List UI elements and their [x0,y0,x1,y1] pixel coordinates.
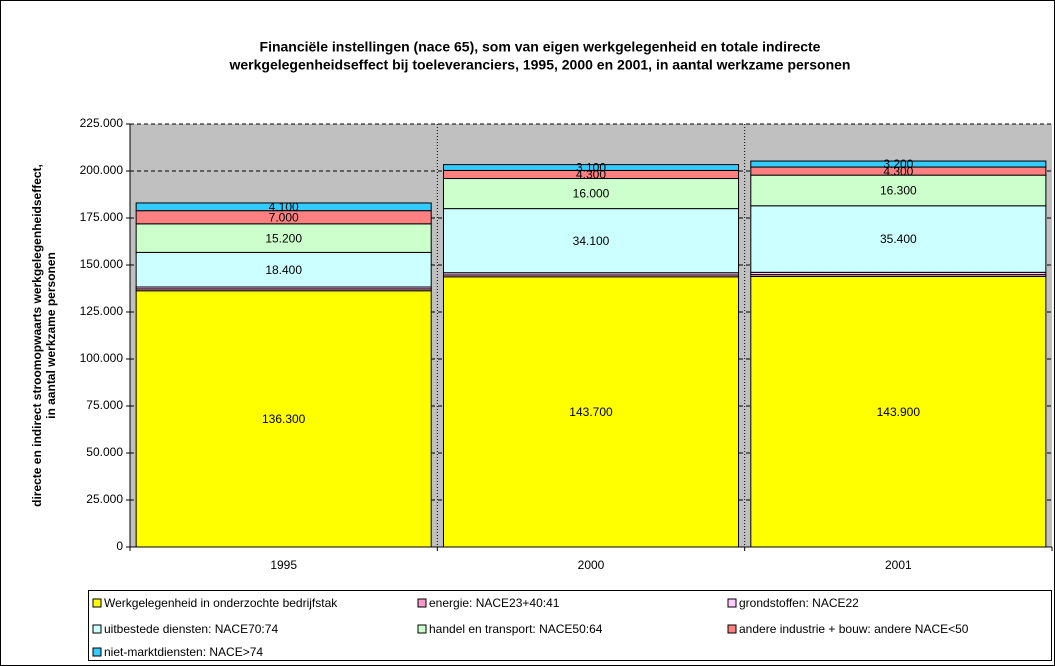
data-label: 35.400 [880,232,917,246]
chart-title: werkgelegenheidseffect bij toeleverancie… [229,57,851,73]
legend-label: niet-marktdiensten: NACE>74 [104,645,263,659]
data-label: 16.300 [880,184,917,198]
data-label: 15.200 [265,231,302,245]
data-label: 136.300 [262,412,306,426]
data-label: 4.100 [269,200,299,214]
x-tick-label: 1995 [270,558,297,572]
y-tick-label: 150.000 [80,257,124,271]
data-label: 143.700 [569,405,613,419]
y-tick-label: 100.000 [80,351,124,365]
data-label: 3.100 [576,161,606,175]
bar-segment [135,290,432,548]
legend-label: energie: NACE23+40:41 [429,596,560,610]
data-label: 34.100 [573,234,610,248]
bar-segment [750,174,1047,207]
legend-swatch [92,624,102,634]
bar-segment [442,164,740,171]
y-tick-label: 50.000 [86,445,123,459]
legend-label: grondstoffen: NACE22 [739,596,859,610]
x-tick-label: 2001 [885,558,912,572]
x-tick-label: 2000 [578,558,605,572]
legend-swatch [417,624,427,634]
chart-title: Financiële instellingen (nace 65), som v… [260,39,821,55]
data-label: 143.900 [877,405,921,419]
data-label: 3.200 [883,157,913,171]
bar-segment [442,276,740,548]
y-tick-label: 175.000 [80,210,124,224]
y-tick-label: 75.000 [86,398,123,412]
y-tick-label: 0 [116,539,123,553]
y-tick-label: 125.000 [80,304,124,318]
bar-segment [750,275,1047,548]
legend-label: handel en transport: NACE50:64 [429,622,603,636]
legend-swatch [727,598,737,608]
y-tick-label: 225.000 [80,116,124,130]
data-label: 4.300 [576,168,606,182]
legend-swatch [92,647,102,657]
bar-segment [135,223,432,253]
legend-swatch [727,624,737,634]
bar-segment [442,208,740,274]
y-axis-title: in aantal werkzame personen [44,252,58,419]
legend-label: andere industrie + bouw: andere NACE<50 [739,622,969,636]
data-label: 4.300 [883,164,913,178]
legend [88,590,1052,661]
legend-label: uitbestede diensten: NACE70:74 [104,622,278,636]
data-label: 18.400 [265,263,302,277]
legend-swatch [92,598,102,608]
bar-segment [442,178,740,210]
data-label: 7.000 [269,210,299,224]
data-label: 16.000 [573,187,610,201]
y-tick-label: 25.000 [86,492,123,506]
y-tick-label: 200.000 [80,163,124,177]
bar-segment [750,160,1047,168]
legend-label: Werkgelegenheid in onderzochte bedrijfst… [104,596,338,610]
bar-segment [135,202,432,212]
y-axis-title: directe en indirect stroomopwaarts werkg… [30,164,44,507]
legend-swatch [417,598,427,608]
bar-segment [750,205,1047,273]
